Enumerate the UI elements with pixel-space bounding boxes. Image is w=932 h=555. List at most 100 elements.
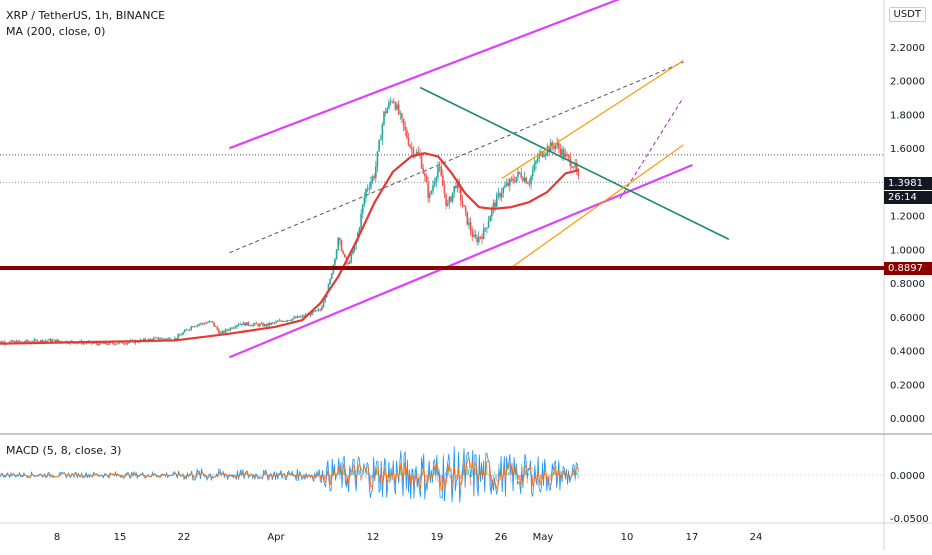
candle-body (533, 163, 536, 171)
candle-body (427, 182, 429, 198)
candle-body (572, 167, 575, 168)
candle-body (489, 216, 491, 222)
candle-body (157, 337, 160, 340)
candle-body (495, 194, 498, 207)
macd-signal-line (0, 457, 579, 492)
candle-body (290, 320, 292, 322)
x-tick-label: 10 (621, 532, 634, 543)
candle-body (538, 153, 541, 159)
candle-body (577, 171, 580, 176)
macd-y-tick-label: 0.0000 (890, 471, 925, 482)
candle-body (190, 326, 192, 330)
candle-body (370, 181, 372, 188)
candle-body (276, 321, 279, 323)
candle-body (103, 342, 106, 344)
candle-body (123, 343, 125, 345)
candle-body (456, 181, 459, 189)
candle-body (193, 326, 196, 328)
candle-body (339, 237, 341, 241)
candle-body (291, 318, 294, 321)
candle-body (443, 186, 446, 195)
x-tick-label: 8 (54, 532, 60, 543)
candle-body (95, 342, 98, 344)
y-tick-label: 2.2000 (890, 43, 925, 54)
candle-body (192, 326, 194, 328)
candle-body (85, 342, 88, 344)
candle-body (115, 343, 117, 345)
candle-body (562, 149, 565, 158)
candle-body (236, 325, 238, 328)
candle-body (340, 240, 343, 251)
candle-body (571, 166, 573, 168)
candle-body (399, 113, 402, 115)
candle-body (229, 327, 232, 331)
candle-body (257, 324, 259, 327)
candle-body (182, 332, 184, 335)
candle-body (376, 151, 379, 167)
candle-body (268, 323, 271, 325)
x-tick-label: 12 (367, 532, 380, 543)
candle-body (548, 146, 550, 152)
candle-body (249, 325, 251, 326)
candle-body (536, 158, 539, 162)
candle-body (528, 183, 531, 185)
candle-body (471, 231, 474, 237)
candle-body (407, 138, 410, 146)
candle-body (410, 147, 413, 149)
candle-body (487, 221, 490, 228)
candle-body (401, 113, 403, 119)
symbol-legend: XRP / TetherUS, 1h, BINANCE (6, 9, 166, 22)
current-price-tag: 1.3981 (884, 177, 932, 190)
candle-body (361, 204, 364, 214)
candle-body (409, 145, 411, 148)
candle-body (350, 254, 353, 262)
candle-body (2, 341, 5, 344)
candle-body (435, 177, 438, 183)
candle-body (18, 340, 21, 342)
candle-body (433, 182, 436, 186)
candle-body (450, 196, 452, 202)
channel-upper-line (229, 0, 621, 150)
candle-body (54, 339, 57, 343)
x-tick-label: 22 (178, 532, 191, 543)
candle-body (442, 175, 444, 187)
ma-legend: MA (200, close, 0) (6, 25, 106, 38)
candle-body (491, 207, 493, 217)
candle-body (381, 124, 384, 140)
x-tick-label: 26 (495, 532, 508, 543)
candle-body (244, 322, 246, 326)
candle-body (466, 211, 469, 225)
x-tick-label: May (533, 532, 554, 543)
candle-body (451, 192, 454, 202)
candle-body (0, 341, 1, 343)
candle-body (254, 323, 256, 325)
candle-body (285, 320, 287, 322)
currency-badge[interactable]: USDT (888, 7, 926, 22)
candle-body (196, 324, 199, 327)
candle-body (12, 340, 14, 342)
candle-body (44, 340, 47, 342)
countdown-tag: 26:14 (884, 191, 932, 204)
candle-body (559, 148, 562, 156)
small-channel-upper-line (501, 59, 684, 180)
candle-body (107, 343, 109, 345)
candle-body (509, 178, 511, 186)
candle-body (329, 278, 331, 285)
candle-body (187, 329, 189, 331)
x-tick-label: 24 (750, 532, 763, 543)
candle-body (273, 322, 276, 324)
candle-body (234, 327, 237, 328)
candle-body (259, 324, 261, 327)
candle-body (324, 297, 326, 302)
candle-body (334, 258, 336, 265)
candle-body (301, 315, 304, 317)
candle-body (525, 177, 527, 184)
candle-body (327, 284, 330, 292)
candle-body (530, 176, 532, 185)
candle-body (144, 338, 147, 341)
candle-body (126, 342, 129, 344)
candle-body (335, 249, 338, 259)
candle-body (223, 331, 225, 333)
